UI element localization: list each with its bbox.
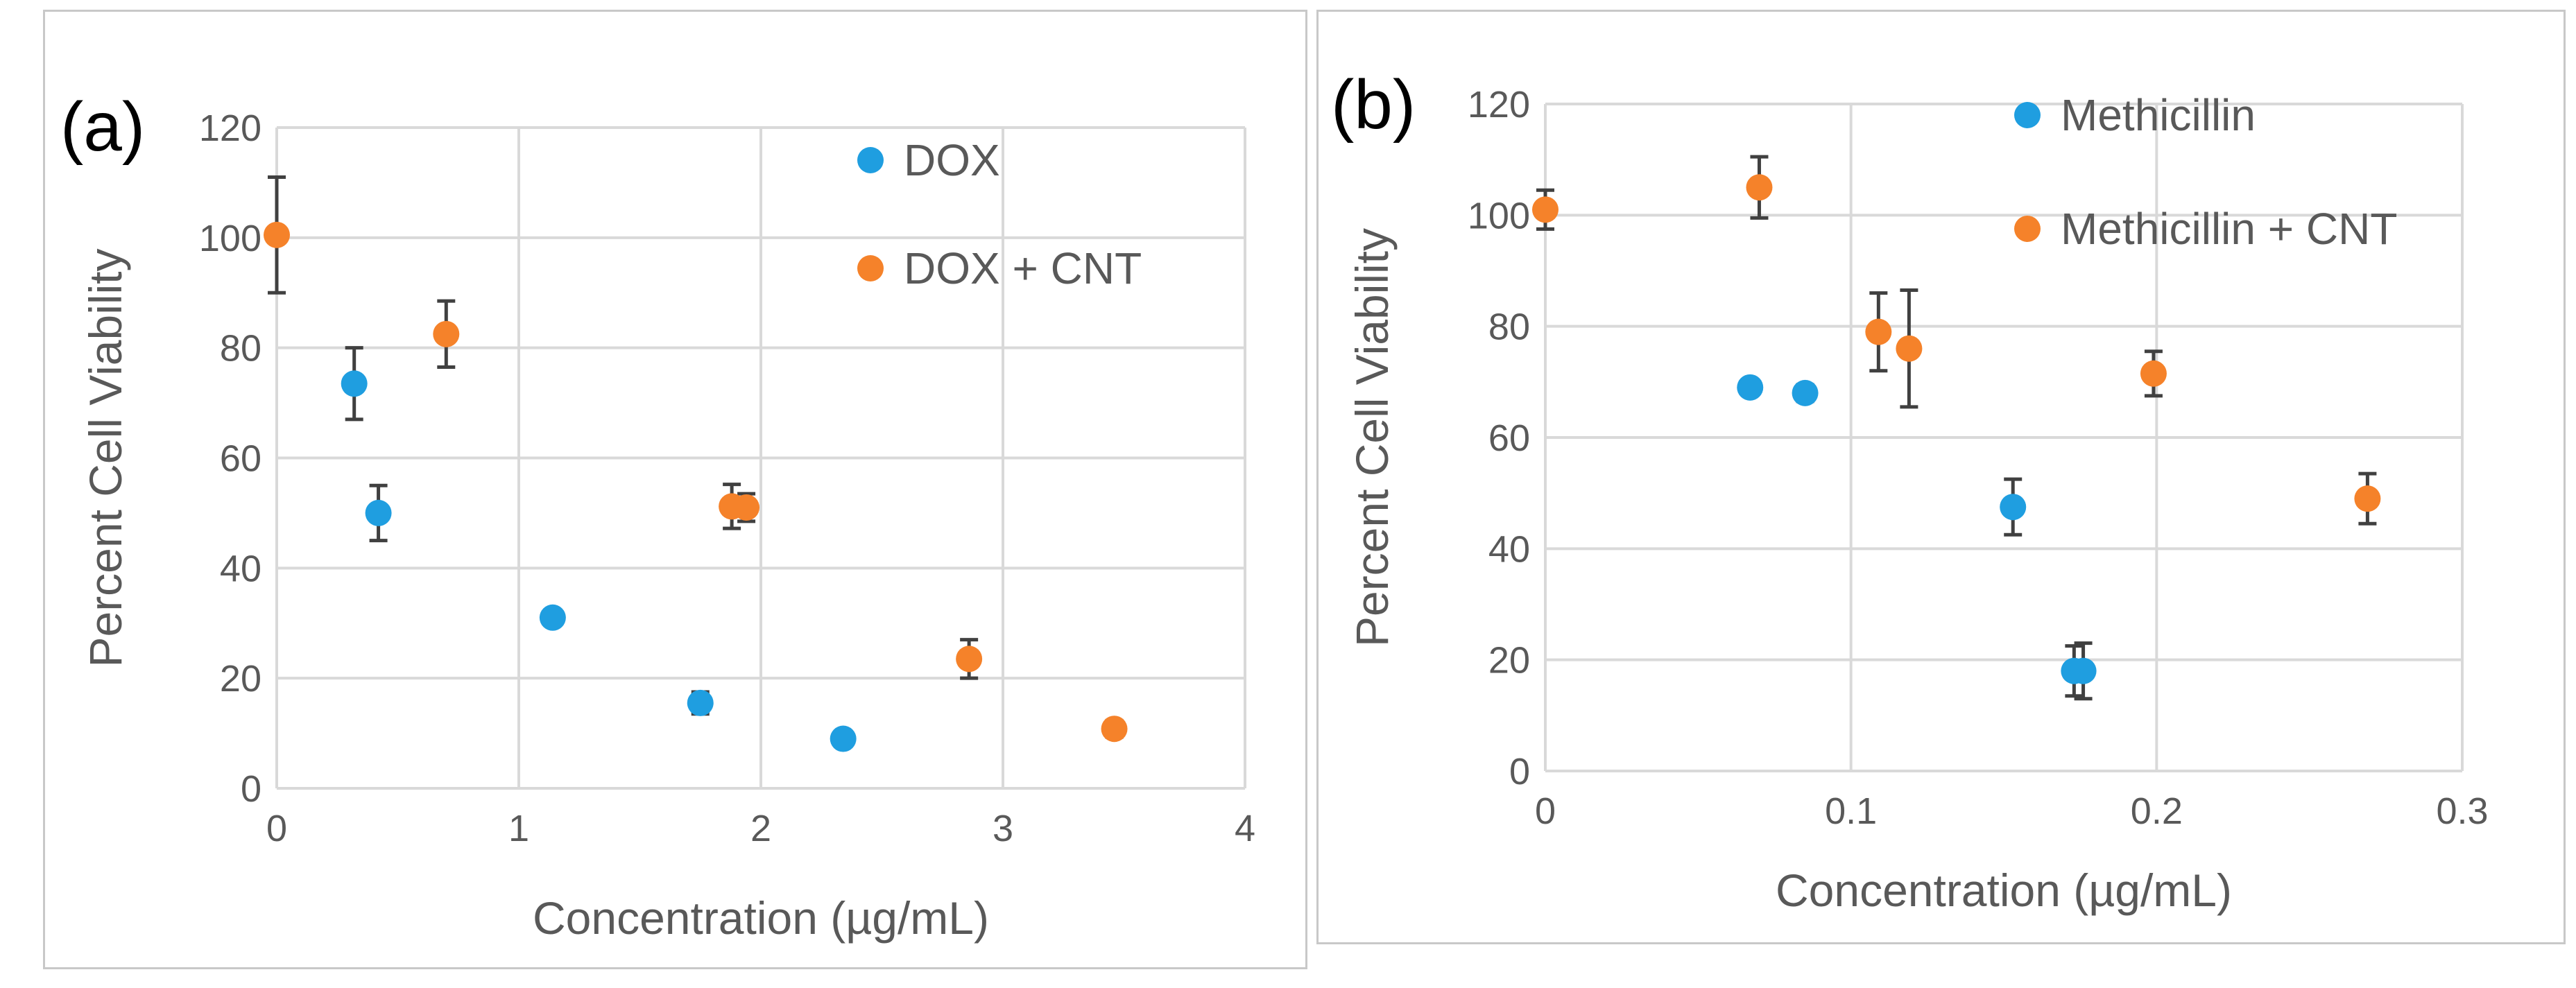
- legend-label: Methicillin: [2061, 90, 2256, 140]
- x-tick-label: 0.3: [2436, 790, 2488, 832]
- y-tick-label: 60: [1488, 417, 1530, 459]
- chart-a-svg: 0 20 40 60 80 100 120 0 1 2 3 4 Concentration (µg/mL…: [60, 88, 1255, 944]
- y-tick-label: 80: [1488, 306, 1530, 348]
- data-point-dox: [365, 499, 392, 526]
- legend-marker: [2014, 102, 2041, 128]
- data-point-dox: [341, 370, 368, 397]
- x-tick-label: 1: [508, 808, 529, 849]
- y-tick-label: 80: [220, 328, 261, 370]
- data-point-dox-cnt: [264, 221, 290, 248]
- y-tick-label: 0: [241, 768, 261, 810]
- data-point-methicillin-cnt: [1865, 318, 1892, 345]
- x-tick-label: 0: [266, 808, 287, 849]
- data-point-methicillin-cnt: [2140, 360, 2167, 387]
- legend-marker: [857, 147, 884, 173]
- panel-label: (a): [60, 88, 145, 166]
- data-point-methicillin: [2070, 657, 2097, 684]
- x-tick-label: 4: [1235, 808, 1255, 849]
- legend-label: DOX: [904, 135, 1000, 185]
- x-axis-title: Concentration (µg/mL): [1776, 865, 2232, 916]
- legend-label: Methicillin + CNT: [2061, 204, 2397, 254]
- chart-panel-a: 0 20 40 60 80 100 120 0 1 2 3 4 Concentration (µg/mL…: [43, 10, 1307, 969]
- x-tick-label: 0.2: [2131, 790, 2183, 832]
- panel-label: (b): [1331, 66, 1416, 144]
- y-tick-label: 120: [199, 107, 261, 149]
- legend-marker: [857, 255, 884, 281]
- y-axis-title: Percent Cell Viability: [1346, 228, 1398, 647]
- legend-label: DOX + CNT: [904, 243, 1142, 293]
- data-point-methicillin-cnt: [1746, 174, 1773, 201]
- y-tick-label: 120: [1468, 84, 1530, 125]
- data-point-methicillin-cnt: [1896, 335, 1923, 362]
- data-point-dox-cnt: [433, 320, 460, 347]
- data-point-methicillin: [1792, 379, 1819, 406]
- data-point-methicillin: [2000, 494, 2027, 521]
- data-point-dox-cnt: [733, 494, 760, 521]
- x-tick-label: 0: [1535, 790, 1556, 832]
- data-point-dox: [830, 725, 857, 752]
- chart-panel-b: 0 20 40 60 80 100 120 0 0.1 0.2 0.3 Concentration (…: [1316, 10, 2566, 944]
- x-tick-label: 3: [993, 808, 1013, 849]
- y-tick-label: 40: [220, 548, 261, 589]
- chart-b-svg: 0 20 40 60 80 100 120 0 0.1 0.2 0.3 Concentration (…: [1331, 66, 2489, 916]
- x-axis-title: Concentration (µg/mL): [533, 892, 989, 944]
- legend-marker: [2014, 216, 2041, 242]
- y-tick-label: 60: [220, 438, 261, 480]
- data-point-dox: [687, 689, 714, 716]
- data-point-methicillin-cnt: [2354, 485, 2381, 512]
- y-tick-label: 100: [1468, 195, 1530, 236]
- y-tick-label: 100: [199, 218, 261, 259]
- data-point-methicillin-cnt: [1532, 196, 1559, 223]
- y-tick-label: 20: [220, 658, 261, 700]
- x-tick-label: 0.1: [1825, 790, 1877, 832]
- y-tick-label: 0: [1509, 751, 1530, 792]
- data-point-methicillin: [1737, 374, 1764, 401]
- data-point-dox-cnt: [956, 645, 983, 673]
- x-tick-label: 2: [750, 808, 771, 849]
- y-axis-title: Percent Cell Viability: [80, 248, 131, 667]
- data-point-dox: [539, 604, 566, 631]
- y-tick-label: 40: [1488, 528, 1530, 570]
- y-tick-label: 20: [1488, 640, 1530, 682]
- data-point-dox-cnt: [1101, 716, 1128, 743]
